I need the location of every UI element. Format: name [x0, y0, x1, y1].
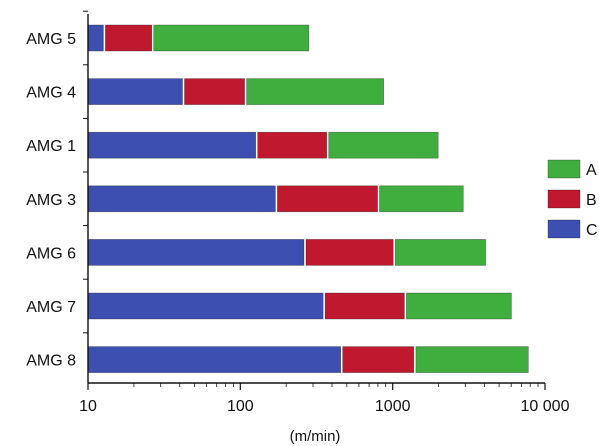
x-tick-label: 1000	[375, 398, 411, 415]
category-label: AMG 3	[26, 192, 76, 209]
category-label: AMG 1	[26, 138, 76, 155]
bar-amg-5-b	[105, 24, 153, 52]
bar-amg-7-b	[324, 292, 405, 320]
x-tick-label: 10 000	[521, 398, 570, 415]
category-label: AMG 4	[26, 85, 76, 102]
bar-amg-5-a	[153, 24, 310, 52]
bar-amg-8-b	[342, 346, 415, 373]
category-label: AMG 7	[26, 299, 76, 316]
bar-amg-1-b	[257, 131, 328, 159]
bar-amg-1-a	[328, 131, 439, 159]
bar-amg-4-a	[246, 78, 385, 105]
bar-amg-3-a	[379, 185, 464, 213]
axes-group	[83, 10, 545, 384]
bar-amg-3-c	[87, 185, 276, 213]
legend-label-c: C	[586, 222, 598, 239]
category-label: AMG 6	[26, 245, 76, 262]
x-ticks-group: 10 100 1000 10 000	[79, 383, 570, 415]
legend-label-b: B	[586, 192, 597, 209]
bar-amg-3-b	[277, 185, 378, 213]
legend-label-a: A	[586, 162, 597, 179]
bar-amg-6-a	[394, 239, 486, 266]
x-axis-title: (m/min)	[290, 428, 341, 445]
bar-amg-1-c	[87, 131, 256, 159]
x-tick-label: 100	[227, 398, 254, 415]
bar-amg-7-c	[87, 292, 324, 320]
bar-amg-4-c	[87, 78, 183, 105]
legend-swatch-b	[547, 189, 581, 209]
legend: ABC	[547, 159, 598, 239]
legend-swatch-a	[547, 159, 581, 179]
bar-amg-7-a	[406, 292, 512, 320]
bar-amg-6-c	[87, 239, 305, 266]
bar-amg-6-b	[305, 239, 394, 266]
category-label: AMG 8	[26, 353, 76, 370]
category-label: AMG 5	[26, 31, 76, 48]
bar-amg-5-c	[87, 24, 104, 52]
category-labels: AMG 5 AMG 4 AMG 1 AMG 3 AMG 6 AMG 7 AMG 8	[26, 31, 76, 370]
bars-group	[87, 24, 529, 373]
bar-amg-8-a	[415, 346, 529, 373]
bar-amg-4-b	[184, 78, 245, 105]
legend-swatch-c	[547, 219, 581, 239]
bar-amg-8-c	[87, 346, 341, 373]
x-tick-label: 10	[79, 398, 97, 415]
